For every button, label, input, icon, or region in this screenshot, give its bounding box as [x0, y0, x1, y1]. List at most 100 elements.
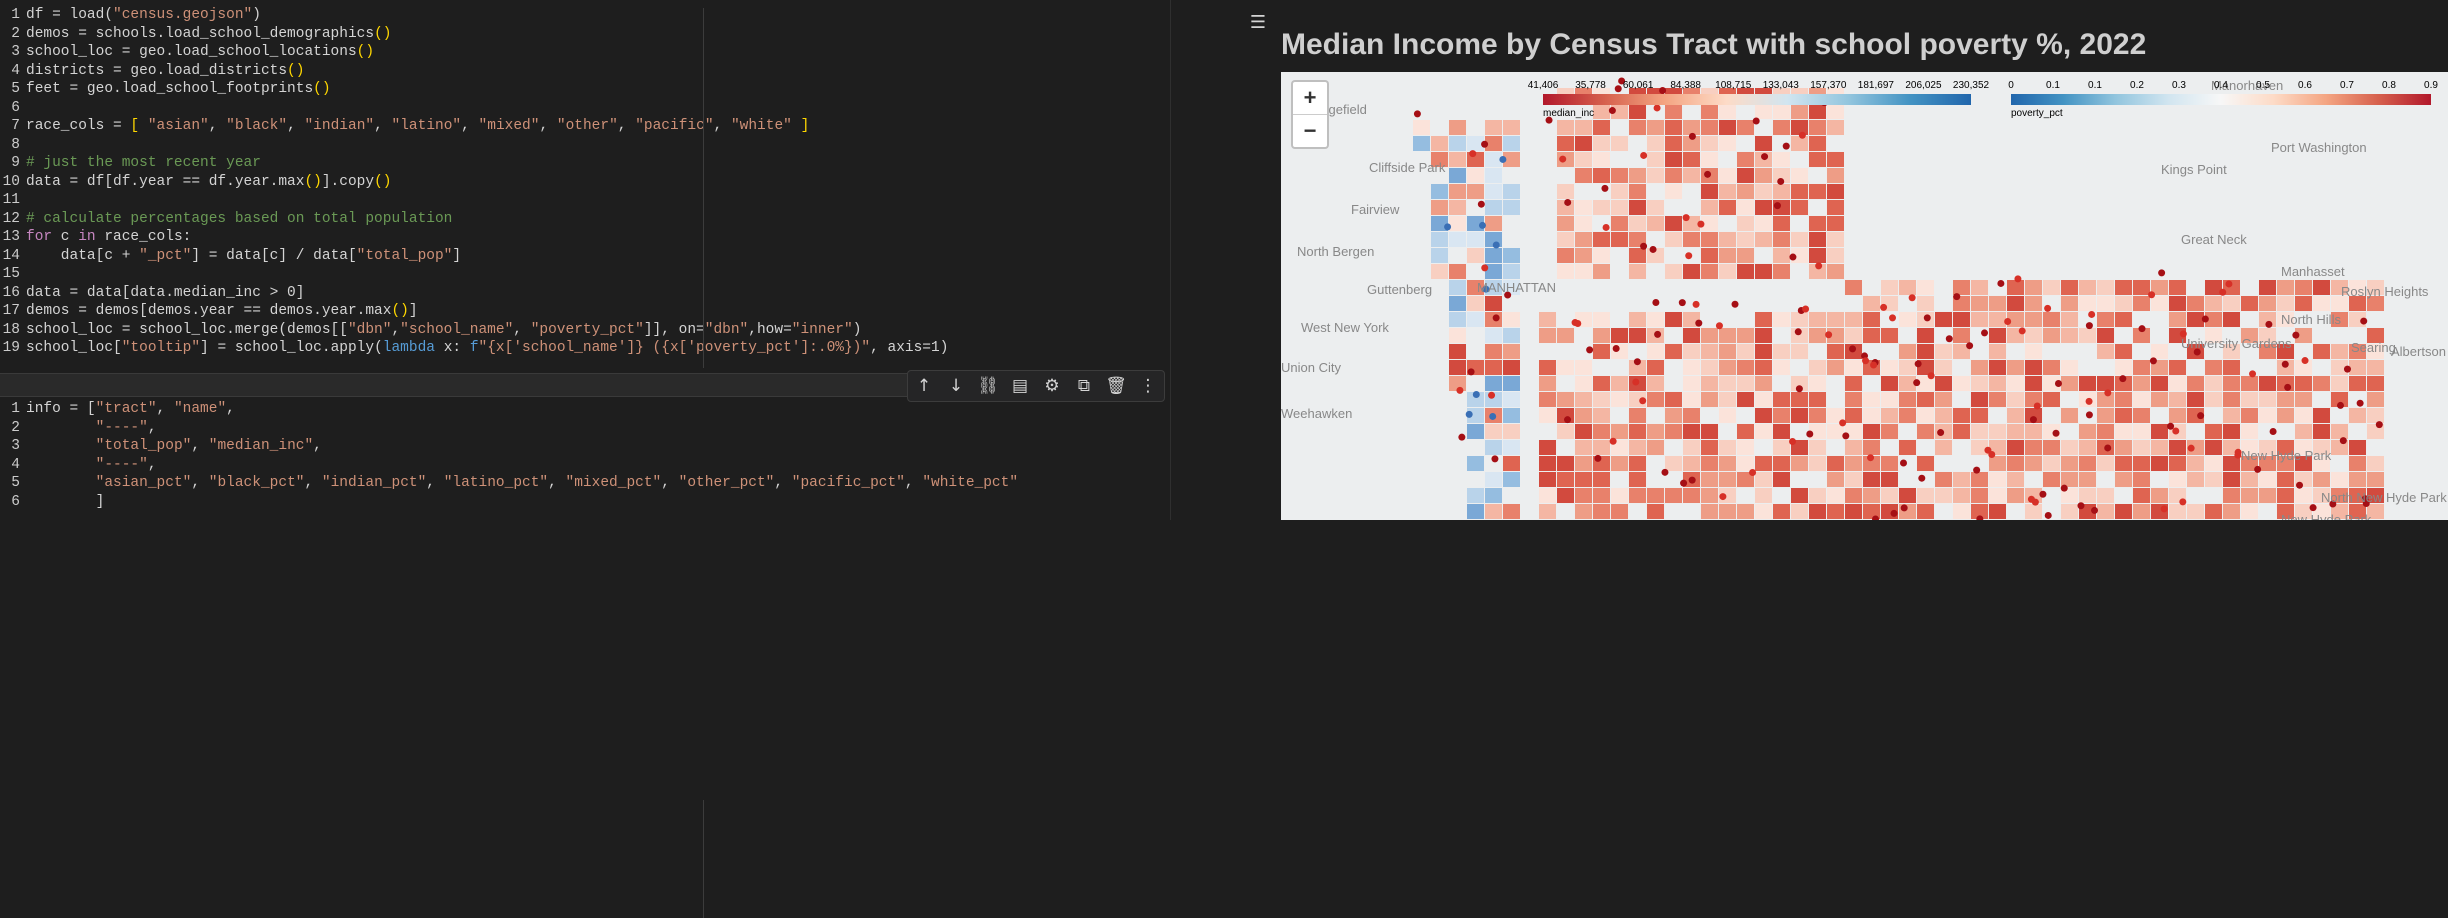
census-tract[interactable]: [2115, 280, 2132, 295]
census-tract[interactable]: [1647, 424, 1664, 439]
census-tract[interactable]: [2151, 440, 2168, 455]
census-tract[interactable]: [2115, 312, 2132, 327]
census-tract[interactable]: [2079, 472, 2096, 487]
census-tract[interactable]: [1683, 136, 1700, 151]
census-tract[interactable]: [1629, 424, 1646, 439]
school-marker[interactable]: [1477, 200, 1485, 208]
census-tract[interactable]: [1683, 376, 1700, 391]
school-marker[interactable]: [1618, 77, 1626, 85]
census-tract[interactable]: [2043, 392, 2060, 407]
census-tract[interactable]: [1989, 360, 2006, 375]
census-tract[interactable]: [1611, 216, 1628, 231]
census-tract[interactable]: [2043, 280, 2060, 295]
code-line[interactable]: 12 # calculate percentages based on total…: [0, 210, 948, 229]
census-tract[interactable]: [1593, 104, 1610, 119]
zoom-in-button[interactable]: +: [1303, 85, 1317, 110]
census-tract[interactable]: [1845, 440, 1862, 455]
school-marker[interactable]: [2193, 348, 2201, 356]
census-tract[interactable]: [2223, 424, 2240, 439]
census-tract[interactable]: [1611, 328, 1628, 343]
census-tract[interactable]: [2133, 296, 2150, 311]
census-tract[interactable]: [2097, 328, 2114, 343]
census-tract[interactable]: [1485, 280, 1502, 295]
school-marker[interactable]: [1489, 412, 1497, 420]
school-marker[interactable]: [1639, 397, 1647, 405]
census-tract[interactable]: [2205, 280, 2222, 295]
census-tract[interactable]: [2295, 376, 2312, 391]
census-tract[interactable]: [1755, 488, 1772, 503]
code-line[interactable]: 4 districts = geo.load_districts(): [0, 62, 948, 81]
code-cell-1[interactable]: 1 df = load("census.geojson") 2 demos = sch…: [0, 0, 1160, 372]
census-tract[interactable]: [1629, 328, 1646, 343]
census-tract[interactable]: [2151, 376, 2168, 391]
census-tract[interactable]: [1593, 440, 1610, 455]
census-tract[interactable]: [1539, 376, 1556, 391]
census-tract[interactable]: [1431, 200, 1448, 215]
census-tract[interactable]: [1773, 440, 1790, 455]
census-tract[interactable]: [1539, 328, 1556, 343]
census-tract[interactable]: [1917, 376, 1934, 391]
census-tract[interactable]: [1611, 104, 1628, 119]
school-marker[interactable]: [1688, 476, 1696, 484]
school-marker[interactable]: [1649, 245, 1657, 253]
school-marker[interactable]: [1773, 202, 1781, 210]
census-tract[interactable]: [2367, 376, 2384, 391]
school-marker[interactable]: [1472, 390, 1480, 398]
census-tract[interactable]: [1665, 344, 1682, 359]
census-tract[interactable]: [2259, 376, 2276, 391]
school-marker[interactable]: [2179, 498, 2187, 506]
census-tract[interactable]: [1827, 344, 1844, 359]
census-tract[interactable]: [2079, 328, 2096, 343]
census-tract[interactable]: [1755, 456, 1772, 471]
census-tract[interactable]: [1935, 472, 1952, 487]
census-tract[interactable]: [1755, 184, 1772, 199]
census-tract[interactable]: [2331, 360, 2348, 375]
census-tract[interactable]: [2313, 472, 2330, 487]
census-tract[interactable]: [1629, 360, 1646, 375]
school-marker[interactable]: [2179, 330, 2187, 338]
school-marker[interactable]: [1654, 330, 1662, 338]
census-tract[interactable]: [2169, 472, 2186, 487]
census-tract[interactable]: [1971, 296, 1988, 311]
census-tract[interactable]: [2061, 472, 2078, 487]
census-tract[interactable]: [1719, 472, 1736, 487]
census-tract[interactable]: [1539, 392, 1556, 407]
school-marker[interactable]: [1652, 299, 1660, 307]
census-tract[interactable]: [2205, 296, 2222, 311]
census-tract[interactable]: [2349, 472, 2366, 487]
census-tract[interactable]: [1683, 456, 1700, 471]
census-tract[interactable]: [1557, 424, 1574, 439]
census-tract[interactable]: [1467, 184, 1484, 199]
census-tract[interactable]: [2277, 280, 2294, 295]
census-tract[interactable]: [1809, 360, 1826, 375]
census-tract[interactable]: [1575, 360, 1592, 375]
census-tract[interactable]: [1593, 200, 1610, 215]
school-marker[interactable]: [1789, 437, 1797, 445]
census-tract[interactable]: [2367, 280, 2384, 295]
census-tract[interactable]: [2061, 328, 2078, 343]
school-marker[interactable]: [2044, 511, 2052, 519]
census-tract[interactable]: [1773, 360, 1790, 375]
census-tract[interactable]: [1755, 168, 1772, 183]
school-marker[interactable]: [1499, 155, 1507, 163]
census-tract[interactable]: [2349, 344, 2366, 359]
census-tract[interactable]: [1575, 216, 1592, 231]
census-tract[interactable]: [1467, 424, 1484, 439]
census-tract[interactable]: [1503, 264, 1520, 279]
census-tract[interactable]: [1503, 184, 1520, 199]
census-tract[interactable]: [1737, 200, 1754, 215]
census-tract[interactable]: [1575, 424, 1592, 439]
census-tract[interactable]: [1593, 264, 1610, 279]
school-marker[interactable]: [1465, 410, 1473, 418]
census-tract[interactable]: [1701, 376, 1718, 391]
census-tract[interactable]: [1791, 184, 1808, 199]
census-tract[interactable]: [2349, 376, 2366, 391]
census-tract[interactable]: [2241, 456, 2258, 471]
census-tract[interactable]: [1773, 152, 1790, 167]
school-marker[interactable]: [1559, 155, 1567, 163]
census-tract[interactable]: [2349, 456, 2366, 471]
census-tract[interactable]: [1647, 440, 1664, 455]
school-marker[interactable]: [2091, 506, 2099, 514]
census-tract[interactable]: [1665, 120, 1682, 135]
census-tract[interactable]: [1917, 280, 1934, 295]
